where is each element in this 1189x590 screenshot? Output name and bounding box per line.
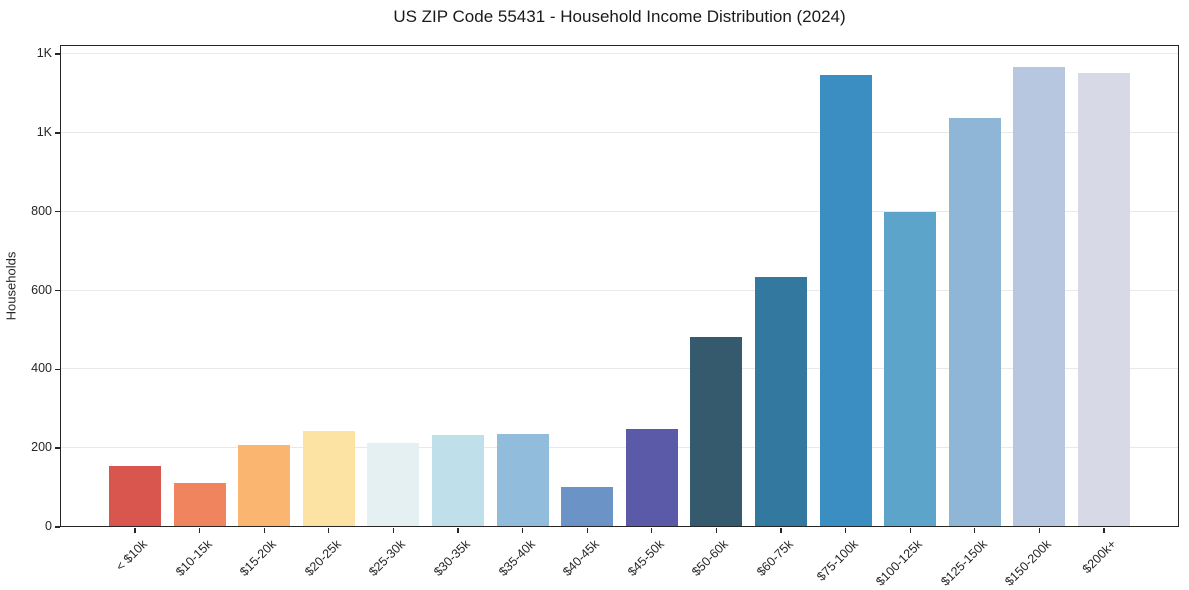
y-tick [55,447,60,449]
y-tick [55,132,60,134]
y-tick-label: 0 [45,519,52,533]
x-tick [651,528,653,533]
x-tick [263,528,265,533]
gridline [60,210,1179,212]
bar-$75-100k [819,74,872,527]
y-tick-label: 800 [31,203,52,218]
y-tick [55,526,60,528]
x-tick-label: $30-35k [431,537,473,579]
bar-$10-15k [173,482,226,527]
x-tick-label: < $10k [113,537,150,574]
x-tick [715,528,718,533]
plot-area [60,45,1179,527]
bar-$30-35k [432,434,484,527]
y-tick-label: 1K [36,124,52,139]
gridline [60,368,1179,370]
bar-$40-45k [561,486,614,527]
y-tick-label: 200 [31,440,52,455]
x-tick [586,528,588,533]
x-tick [1103,528,1105,533]
x-tick [198,528,201,533]
x-tick [844,528,847,533]
bar-$45-50k [625,428,678,527]
bar-$15-20k [238,445,291,527]
x-tick-label: $50-60k [689,537,732,579]
y-tick [55,211,60,213]
x-tick-label: $200k+ [1079,537,1119,577]
x-tick-label: $35-40k [495,537,538,579]
x-tick-label: $100-125k [873,537,926,589]
bar-$150-200k [1013,67,1066,527]
x-tick-label: $60-75k [754,537,796,579]
bar-$50-60k [690,336,743,527]
bar-$100-125k [884,212,937,527]
bar-$125-150k [948,118,1001,527]
x-tick-label: $150-200k [1002,537,1055,589]
x-tick [521,528,524,533]
bar-$20-25k [302,431,355,527]
bar-$35-40k [496,434,549,527]
gridline [60,53,1179,55]
y-tick [55,368,60,371]
gridline [60,447,1179,449]
x-tick-label: $10-15k [172,537,215,579]
y-tick [55,289,60,292]
x-tick-label: $125-150k [938,537,990,589]
x-tick [1038,528,1041,533]
chart-title: US ZIP Code 55431 - Household Income Dis… [393,7,846,26]
y-tick [55,53,60,55]
x-tick-label: $20-25k [301,537,344,579]
x-tick [392,528,395,533]
x-tick-label: $45-50k [624,537,667,579]
x-tick [974,528,976,533]
gridline [60,131,1179,133]
bar-$200k+ [1078,73,1130,527]
x-tick [457,528,459,533]
x-tick-label: $75-100k [813,537,861,584]
plot-frame [60,45,1179,527]
y-tick-label: 1K [36,46,52,61]
bar-$25-30k [367,442,420,527]
y-tick-label: 400 [31,361,52,376]
y-tick-label: 600 [31,282,52,297]
x-tick-label: $15-20k [237,537,280,579]
gridline [60,289,1179,291]
x-tick-label: $40-45k [560,537,603,579]
bar-< $10k [109,465,161,527]
x-tick-label: $25-30k [366,537,409,579]
x-tick [909,528,911,533]
bar-$60-75k [755,276,807,527]
x-tick [134,528,136,533]
x-tick [780,528,782,533]
x-tick [328,528,330,533]
